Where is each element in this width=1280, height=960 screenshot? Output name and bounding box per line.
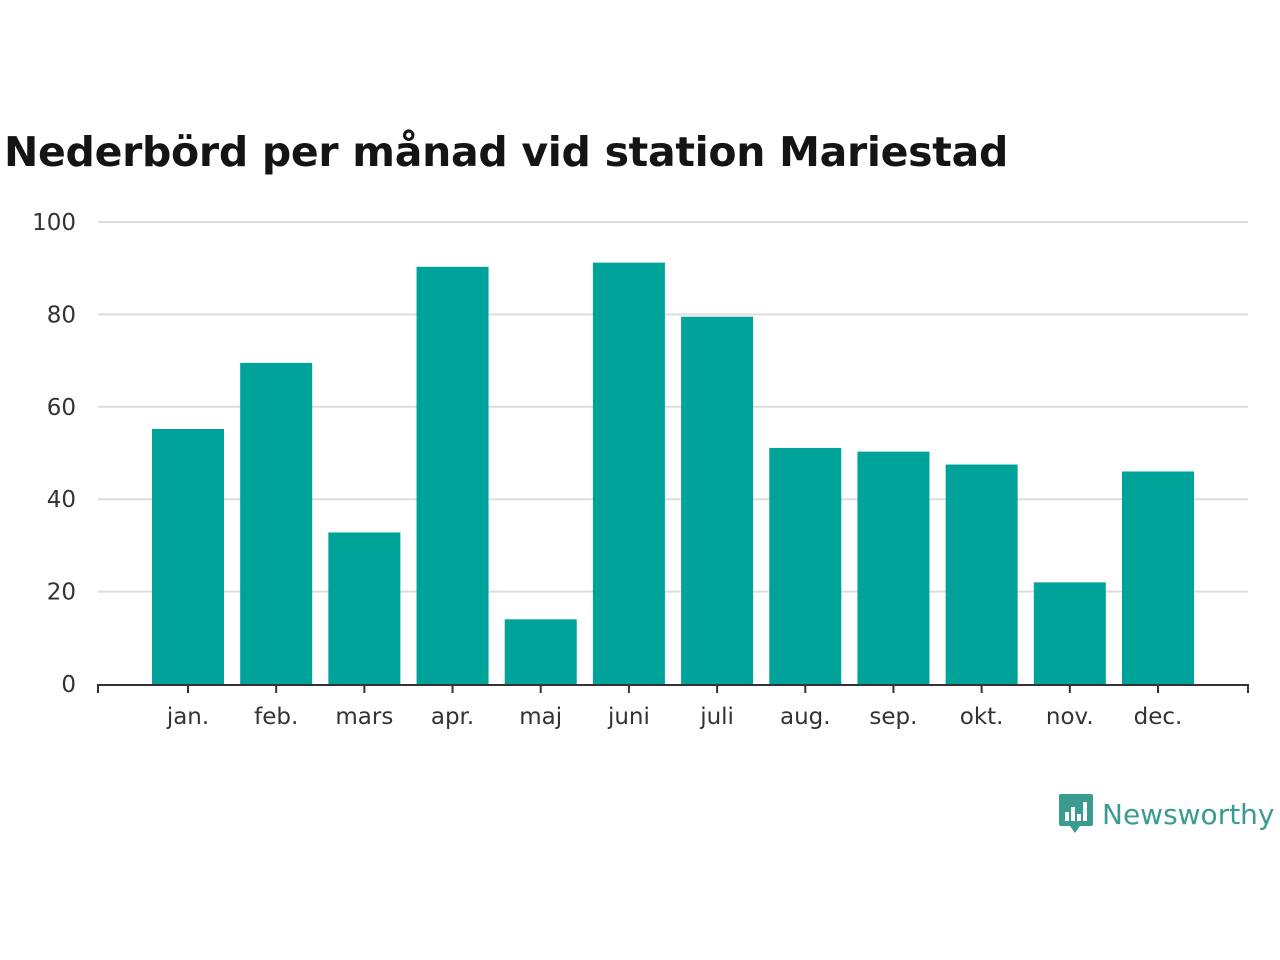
bar <box>504 619 577 684</box>
x-tick-label: nov. <box>1046 704 1094 730</box>
newsworthy-logo-icon <box>1059 794 1093 833</box>
x-tick-label: jan. <box>166 704 209 730</box>
y-tick-label: 40 <box>47 487 76 513</box>
bar <box>1122 471 1194 684</box>
y-tick-label: 20 <box>47 580 76 606</box>
x-tick-label: feb. <box>254 704 298 730</box>
x-tick-label: juni <box>607 704 650 730</box>
bar <box>857 451 930 684</box>
x-axis <box>97 684 1249 693</box>
bar <box>769 447 842 684</box>
y-tick-label: 80 <box>47 302 76 328</box>
brand-name: Newsworthy <box>1102 797 1275 831</box>
bar <box>1033 582 1106 684</box>
bar <box>681 316 754 684</box>
x-tick-label: mars <box>335 704 393 730</box>
bars <box>152 262 1194 684</box>
newsworthy-brand: Newsworthy <box>1058 792 1275 836</box>
bar <box>945 464 1018 684</box>
x-tick-label: okt. <box>960 704 1004 730</box>
y-tick-label: 60 <box>47 395 76 421</box>
x-tick-label: maj <box>519 704 562 730</box>
chart-title: Nederbörd per månad vid station Mariesta… <box>4 128 1008 176</box>
bar <box>240 362 313 684</box>
bar <box>328 532 401 684</box>
x-tick-label: juli <box>699 704 734 730</box>
x-tick-label: dec. <box>1134 704 1183 730</box>
y-tick-label: 0 <box>61 672 76 698</box>
x-tick-label: sep. <box>869 704 917 730</box>
x-tick-label: aug. <box>780 704 831 730</box>
x-tick-label: apr. <box>431 704 474 730</box>
y-axis-tick-labels: 0 20 40 60 80 100 <box>32 210 76 698</box>
x-axis-tick-labels: jan. feb. mars apr. maj juni juli aug. sep. okt. n… <box>166 704 1183 730</box>
bar <box>416 266 489 684</box>
bar <box>592 262 665 684</box>
bar <box>152 428 224 684</box>
y-tick-label: 100 <box>32 210 76 236</box>
